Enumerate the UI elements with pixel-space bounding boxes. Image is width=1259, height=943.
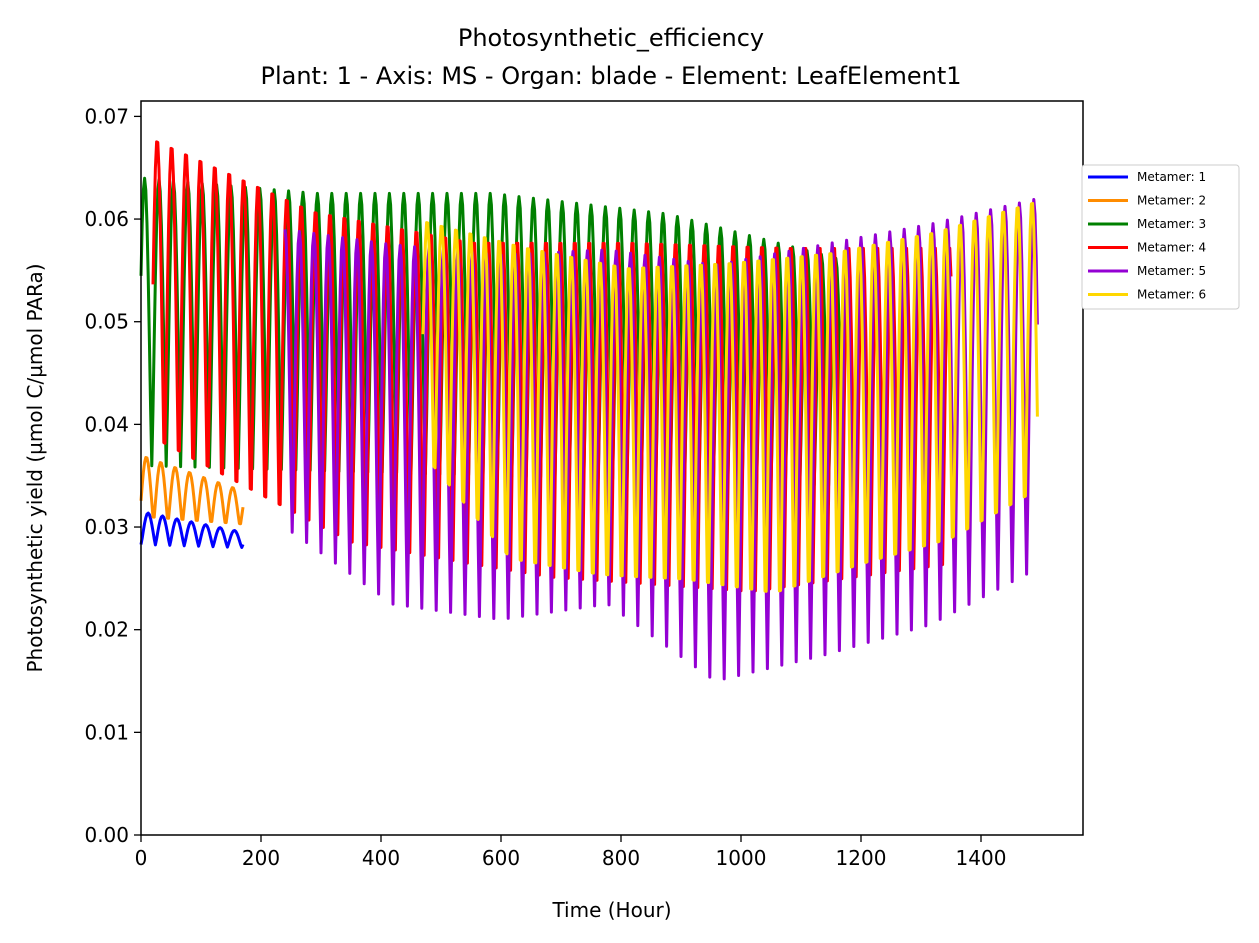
y-tick-label: 0.07 bbox=[84, 104, 129, 128]
x-axis-label: Time (Hour) bbox=[551, 898, 671, 922]
x-axis-ticks: 0 200 400 600 800 1000 1200 1400 bbox=[135, 835, 1007, 870]
legend-label: Metamer: 1 bbox=[1137, 170, 1206, 184]
legend-label: Metamer: 3 bbox=[1137, 217, 1206, 231]
x-tick-label: 400 bbox=[362, 846, 400, 870]
legend-label: Metamer: 2 bbox=[1137, 194, 1206, 208]
x-tick-label: 200 bbox=[242, 846, 280, 870]
x-tick-label: 0 bbox=[135, 846, 148, 870]
x-tick-label: 1000 bbox=[716, 846, 767, 870]
series-line bbox=[139, 456, 245, 526]
legend-label: Metamer: 4 bbox=[1137, 241, 1206, 255]
chart-title: Photosynthetic_efficiency bbox=[458, 24, 764, 52]
y-tick-label: 0.02 bbox=[84, 618, 129, 642]
y-axis-label: Photosynthetic yield (µmol C/µmol PARa) bbox=[23, 263, 47, 672]
y-axis-ticks: 0.00 0.01 0.02 0.03 0.04 0.05 0.06 0.07 bbox=[84, 104, 141, 847]
chart-subtitle: Plant: 1 - Axis: MS - Organ: blade - Ele… bbox=[260, 62, 961, 90]
plot-frame bbox=[140, 100, 1084, 836]
series-line bbox=[139, 511, 245, 549]
series-line bbox=[421, 201, 1039, 593]
plot-series bbox=[139, 140, 1039, 681]
x-tick-label: 800 bbox=[602, 846, 640, 870]
y-tick-label: 0.01 bbox=[84, 720, 129, 744]
y-tick-label: 0.04 bbox=[84, 412, 129, 436]
legend-label: Metamer: 6 bbox=[1137, 288, 1206, 302]
x-tick-label: 1200 bbox=[836, 846, 887, 870]
legend: Metamer: 1 Metamer: 2 Metamer: 3 Metamer: 4… bbox=[1081, 164, 1240, 310]
y-tick-label: 0.05 bbox=[84, 310, 129, 334]
series-line bbox=[283, 198, 1039, 681]
legend-label: Metamer: 5 bbox=[1137, 264, 1206, 278]
x-tick-label: 600 bbox=[482, 846, 520, 870]
y-tick-label: 0.03 bbox=[84, 515, 129, 539]
x-tick-label: 1400 bbox=[956, 846, 1007, 870]
y-tick-label: 0.00 bbox=[84, 823, 129, 847]
y-tick-label: 0.06 bbox=[84, 207, 129, 231]
